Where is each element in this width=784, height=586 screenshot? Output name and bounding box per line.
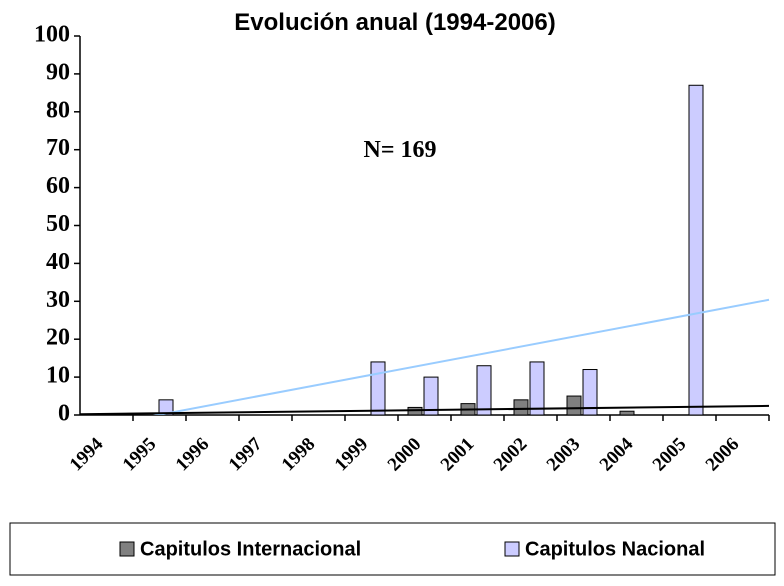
annotation: N= 169 — [363, 137, 436, 163]
x-tick-label: 2004 — [596, 433, 638, 475]
x-tick-label: 2003 — [543, 434, 585, 476]
bar — [513, 399, 529, 416]
y-tick-label: 80 — [46, 97, 70, 123]
y-tick-label: 70 — [46, 135, 70, 161]
bar — [158, 399, 174, 416]
bar — [566, 395, 582, 416]
x-tick-label: 1995 — [119, 434, 161, 476]
y-tick-label: 100 — [34, 22, 70, 48]
y-tick-label: 30 — [46, 287, 70, 313]
bar — [423, 376, 439, 416]
x-tick-label: 1996 — [172, 434, 214, 476]
y-tick-label: 60 — [46, 173, 70, 199]
y-tick-label: 50 — [46, 211, 70, 237]
x-tick-label: 1998 — [278, 434, 320, 476]
bar — [619, 410, 635, 416]
x-tick-label: 1994 — [66, 433, 108, 475]
chart-title: Evolución anual (1994-2006) — [234, 9, 555, 36]
x-tick-label: 2006 — [702, 434, 744, 476]
y-tick-label: 0 — [58, 401, 70, 427]
y-tick-label: 90 — [46, 59, 70, 85]
bar — [370, 361, 386, 416]
y-tick-label: 10 — [46, 363, 70, 389]
bar — [476, 365, 492, 416]
legend-box — [9, 522, 776, 576]
legend-swatch — [119, 541, 135, 557]
x-tick-label: 1999 — [331, 434, 373, 476]
bar — [582, 369, 598, 416]
legend-label: Capitulos Nacional — [525, 538, 705, 560]
trendlines — [80, 298, 770, 415]
x-tick-label: 2002 — [490, 434, 532, 476]
x-tick-label: 2000 — [384, 434, 426, 476]
legend-label: Capitulos Internacional — [140, 538, 361, 560]
x-tick-label: 1997 — [225, 433, 267, 475]
x-tick-label: 2005 — [649, 434, 691, 476]
bar — [688, 84, 704, 416]
y-tick-label: 20 — [46, 325, 70, 351]
y-tick-label: 40 — [46, 249, 70, 275]
legend-swatch — [504, 541, 520, 557]
trendline — [80, 404, 770, 415]
x-tick-label: 2001 — [437, 434, 479, 476]
bar — [529, 361, 545, 416]
trendline — [152, 298, 770, 415]
